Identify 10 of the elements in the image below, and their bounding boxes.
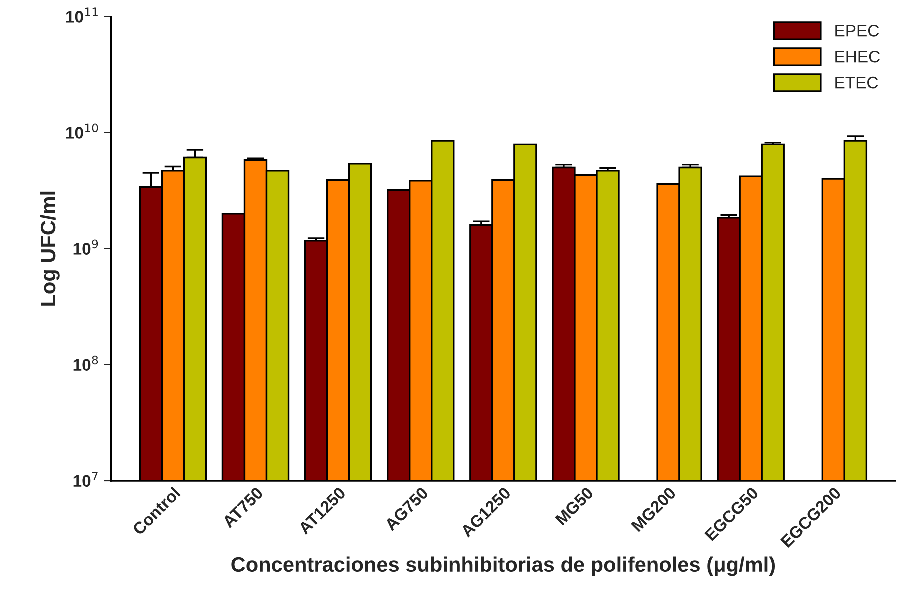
legend-label: EHEC <box>836 50 880 63</box>
y-tick-label: 10$^{7}$ <box>74 472 98 488</box>
legend-label: ETEC <box>836 76 878 89</box>
y-tick-label: 10$^{11}$ <box>66 8 98 23</box>
x-axis-title: Concentraciones subinhibitorias de polifenoles (μg/ml) <box>232 556 776 576</box>
y-tick-label: 10$^{9}$ <box>74 240 98 255</box>
legend-label: EPEC <box>836 25 880 37</box>
y-tick-label: 10$^{8}$ <box>74 356 98 372</box>
y-axis-title: Log UFC/ml <box>40 192 60 306</box>
y-tick-label: 10$^{10}$ <box>66 124 98 139</box>
